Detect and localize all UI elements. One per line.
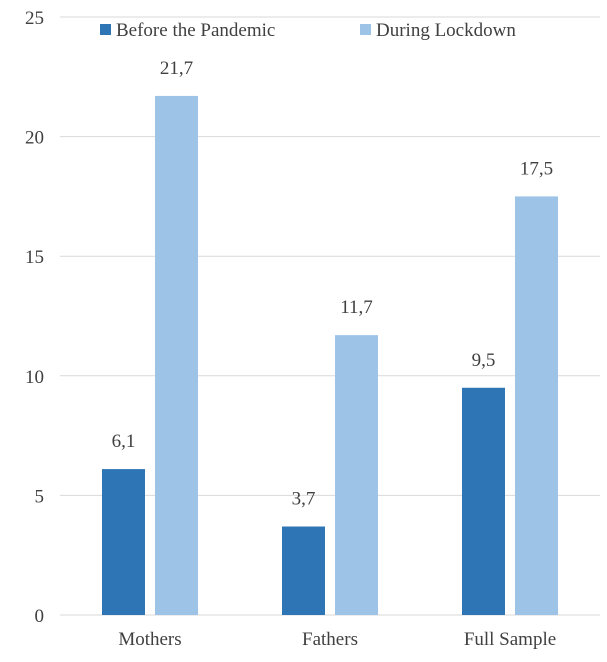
y-tick-label: 25 <box>25 8 44 29</box>
data-label: 21,7 <box>160 58 193 79</box>
data-label: 17,5 <box>520 158 553 179</box>
legend-swatch <box>360 24 371 35</box>
data-label: 11,7 <box>340 297 373 318</box>
gridlines <box>60 16 600 616</box>
y-tick-label: 20 <box>25 128 44 149</box>
bars <box>102 95 558 616</box>
bar <box>515 196 558 615</box>
x-category-label: Full Sample <box>464 629 556 650</box>
legend-swatch <box>100 24 111 35</box>
y-tick-label: 10 <box>25 367 44 388</box>
y-tick-label: 15 <box>25 247 44 268</box>
bar <box>462 387 505 615</box>
legend: Before the Pandemic During Lockdown <box>100 20 516 41</box>
legend-label: Before the Pandemic <box>116 20 275 41</box>
bar <box>335 335 378 615</box>
data-label: 6,1 <box>112 431 136 452</box>
x-axis-categories: Mothers Fathers Full Sample <box>118 629 556 650</box>
x-category-label: Fathers <box>302 629 358 650</box>
legend-label: During Lockdown <box>376 20 516 41</box>
bar <box>282 526 325 615</box>
y-tick-label: 5 <box>35 486 45 507</box>
data-label: 9,5 <box>472 350 496 371</box>
x-category-label: Mothers <box>118 629 181 650</box>
bar <box>102 469 145 615</box>
data-labels: 6,1 21,7 3,7 11,7 9,5 17,5 <box>112 58 554 510</box>
bar <box>155 95 198 616</box>
data-label: 3,7 <box>292 488 316 509</box>
y-tick-label: 0 <box>35 606 45 627</box>
y-axis-ticks: 0 5 10 15 20 25 <box>25 8 44 627</box>
